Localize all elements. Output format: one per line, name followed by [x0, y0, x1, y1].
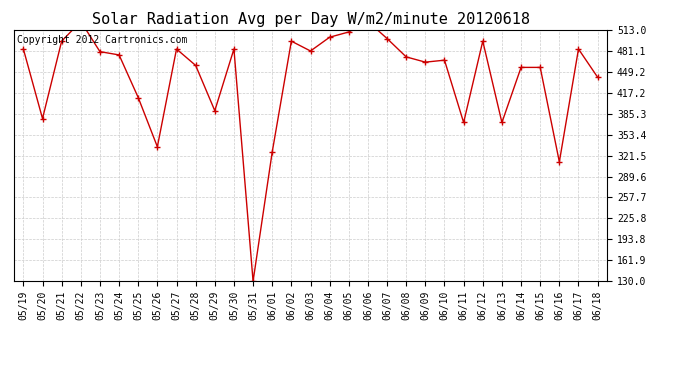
- Title: Solar Radiation Avg per Day W/m2/minute 20120618: Solar Radiation Avg per Day W/m2/minute …: [92, 12, 529, 27]
- Text: Copyright 2012 Cartronics.com: Copyright 2012 Cartronics.com: [17, 35, 187, 45]
